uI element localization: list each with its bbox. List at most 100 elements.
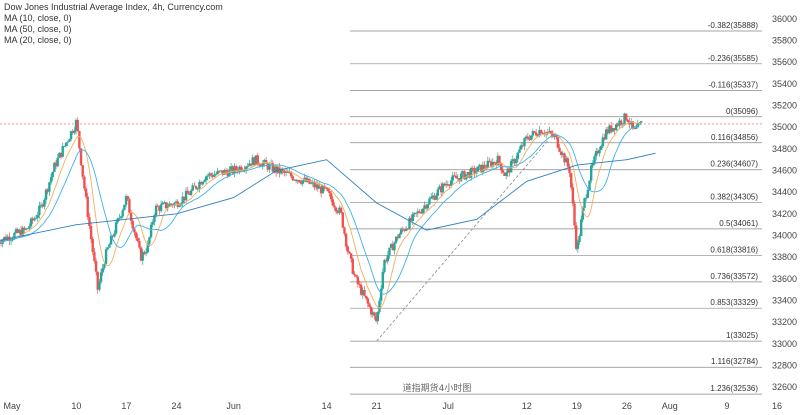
candle-body	[79, 148, 83, 166]
candle-body	[53, 162, 56, 173]
candle-body	[38, 205, 41, 216]
candle-body	[554, 135, 558, 138]
candle-body	[124, 196, 128, 205]
candle-body	[256, 155, 259, 164]
candle-body	[63, 145, 66, 147]
candle-body	[453, 175, 456, 177]
candle-body	[81, 165, 84, 177]
candle-body	[231, 166, 234, 174]
candle-body	[511, 159, 515, 161]
fib-label: 0.236(34607)	[710, 160, 758, 169]
candle-body	[473, 168, 476, 174]
candle-body	[534, 132, 538, 136]
y-tick-label: 32800	[772, 361, 797, 371]
candle-body	[333, 205, 336, 208]
candle-body	[36, 215, 39, 218]
candle-body	[24, 228, 28, 230]
candle-body	[279, 169, 283, 174]
candle-body	[526, 136, 530, 139]
x-tick-label: May	[3, 401, 21, 411]
candle-body	[169, 203, 173, 205]
y-tick-label: 33600	[772, 274, 797, 284]
candle-body	[521, 145, 525, 147]
candle-body	[196, 188, 199, 190]
candle-body	[68, 139, 71, 142]
candle-body	[423, 205, 426, 209]
candle-body	[451, 175, 455, 181]
candle-body	[106, 247, 109, 250]
candle-body	[131, 220, 134, 229]
candle-body	[616, 124, 620, 126]
candle-body	[631, 121, 635, 128]
candle-body	[376, 311, 379, 322]
y-tick-label: 35400	[772, 79, 797, 89]
candle-body	[629, 121, 633, 125]
fib-label: 0.116(34856)	[711, 133, 758, 142]
candle-body	[88, 217, 91, 226]
candle-body	[141, 251, 144, 261]
candle-body	[498, 155, 501, 163]
y-tick-label: 34600	[772, 166, 797, 176]
fib-label: 0.853(33329)	[710, 298, 758, 307]
candle-body	[399, 229, 403, 235]
candle-body	[406, 228, 410, 230]
candle-body	[43, 199, 46, 207]
candle-body	[129, 212, 133, 221]
candle-body	[164, 202, 168, 209]
x-tick-label: 24	[171, 401, 181, 411]
candle-body	[276, 166, 279, 173]
candle-body	[343, 227, 346, 234]
candle-body	[311, 182, 314, 184]
candle-body	[263, 160, 266, 163]
candle-body	[419, 212, 423, 214]
candle-body	[488, 160, 491, 162]
legend-ma10: MA (10, close, 0)	[4, 13, 72, 23]
x-tick-label: 12	[522, 401, 532, 411]
candle-body	[21, 227, 24, 237]
candle-body	[466, 171, 470, 175]
candle-body	[429, 197, 433, 199]
candle-body	[328, 191, 331, 194]
candle-body	[166, 206, 169, 209]
candle-body	[623, 113, 626, 124]
candle-body	[581, 207, 585, 220]
candle-body	[338, 207, 341, 213]
candle-body	[261, 162, 264, 167]
legend-ma50: MA (50, close, 0)	[4, 24, 72, 34]
candle-body	[461, 171, 465, 174]
legend-ma20: MA (20, close, 0)	[4, 35, 72, 45]
candle-body	[84, 188, 88, 197]
candle-body	[0, 242, 3, 244]
candle-body	[536, 135, 540, 137]
x-tick-label: 16	[772, 401, 782, 411]
candle-body	[249, 163, 253, 166]
candle-body	[594, 151, 598, 157]
candle-body	[519, 145, 523, 150]
candle-body	[609, 125, 613, 132]
candle-body	[74, 120, 78, 131]
candle-body	[584, 197, 588, 199]
candle-body	[619, 120, 623, 125]
candle-body	[426, 204, 430, 209]
candle-body	[319, 186, 323, 194]
candle-body	[413, 212, 416, 215]
candle-body	[574, 225, 578, 249]
candle-body	[298, 180, 301, 183]
y-tick-label: 36000	[772, 14, 797, 24]
candle-body	[331, 199, 334, 206]
candle-body	[314, 184, 318, 188]
candle-body	[214, 173, 218, 175]
candle-body	[409, 218, 413, 221]
fib-label: 0.618(33816)	[710, 245, 758, 254]
candle-body	[588, 180, 591, 191]
candle-body	[593, 156, 596, 163]
candle-body	[183, 196, 186, 201]
candle-body	[421, 208, 425, 214]
candle-body	[541, 133, 545, 135]
candle-body	[563, 153, 566, 163]
candle-body	[226, 171, 229, 177]
candle-body	[4, 236, 8, 241]
fib-label: 0.736(33572)	[710, 272, 758, 281]
candle-body	[608, 125, 611, 134]
candle-body	[471, 167, 475, 169]
